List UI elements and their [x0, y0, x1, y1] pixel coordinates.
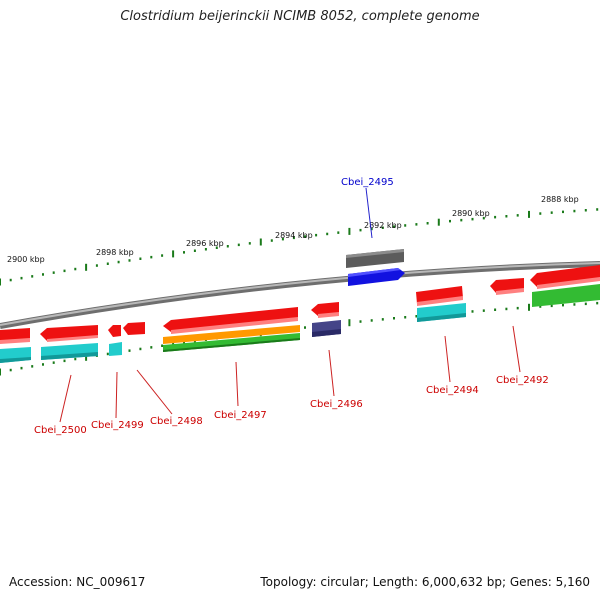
genome-title: Clostridium beijerinckii NCIMB 8052, com…	[120, 9, 480, 24]
gene-label[interactable]: Cbei_2495	[341, 177, 394, 188]
gene-arrow[interactable]	[123, 322, 145, 335]
kbp-label: 2898 kbp	[96, 248, 134, 257]
kbp-label: 2888 kbp	[541, 195, 579, 204]
kbp-label: 2900 kbp	[7, 255, 45, 264]
gene-label[interactable]: Cbei_2498	[150, 416, 203, 427]
gene-arrow[interactable]	[108, 325, 121, 337]
gene-arrow[interactable]	[311, 302, 339, 316]
gene-label[interactable]: Cbei_2497	[214, 410, 267, 421]
kbp-label: 2896 kbp	[186, 239, 224, 248]
chromosome-backbone	[0, 261, 600, 329]
gene-cbei-2495[interactable]	[346, 249, 405, 286]
gene-label[interactable]: Cbei_2492	[496, 375, 549, 386]
gene-arrow[interactable]	[530, 265, 600, 287]
gene-row-lower[interactable]	[0, 284, 600, 363]
label-leaders	[59, 187, 521, 423]
gene-arrow[interactable]	[163, 325, 300, 344]
kbp-label: 2892 kbp	[364, 221, 402, 230]
gene-label[interactable]: Cbei_2494	[426, 385, 479, 396]
gene-arrow[interactable]	[109, 342, 122, 356]
gene-label[interactable]: Cbei_2499	[91, 420, 144, 431]
kbp-label: 2890 kbp	[452, 209, 490, 218]
scale-ticks-outer	[0, 208, 599, 286]
accession-text: Accession: NC_009617	[9, 575, 146, 589]
gene-arrow[interactable]	[163, 307, 298, 332]
gene-arrow[interactable]	[532, 284, 600, 307]
topology-text: Topology: circular; Length: 6,000,632 bp…	[260, 575, 590, 589]
gene-labels: Cbei_2500 Cbei_2499 Cbei_2498 Cbei_2497 …	[34, 177, 549, 436]
gene-label[interactable]: Cbei_2496	[310, 399, 363, 410]
kbp-label: 2894 kbp	[275, 231, 313, 240]
gene-label[interactable]: Cbei_2500	[34, 425, 87, 436]
kbp-labels: 2900 kbp 2898 kbp 2896 kbp 2894 kbp 2892…	[7, 195, 579, 264]
gene-row-red[interactable]	[0, 265, 600, 344]
